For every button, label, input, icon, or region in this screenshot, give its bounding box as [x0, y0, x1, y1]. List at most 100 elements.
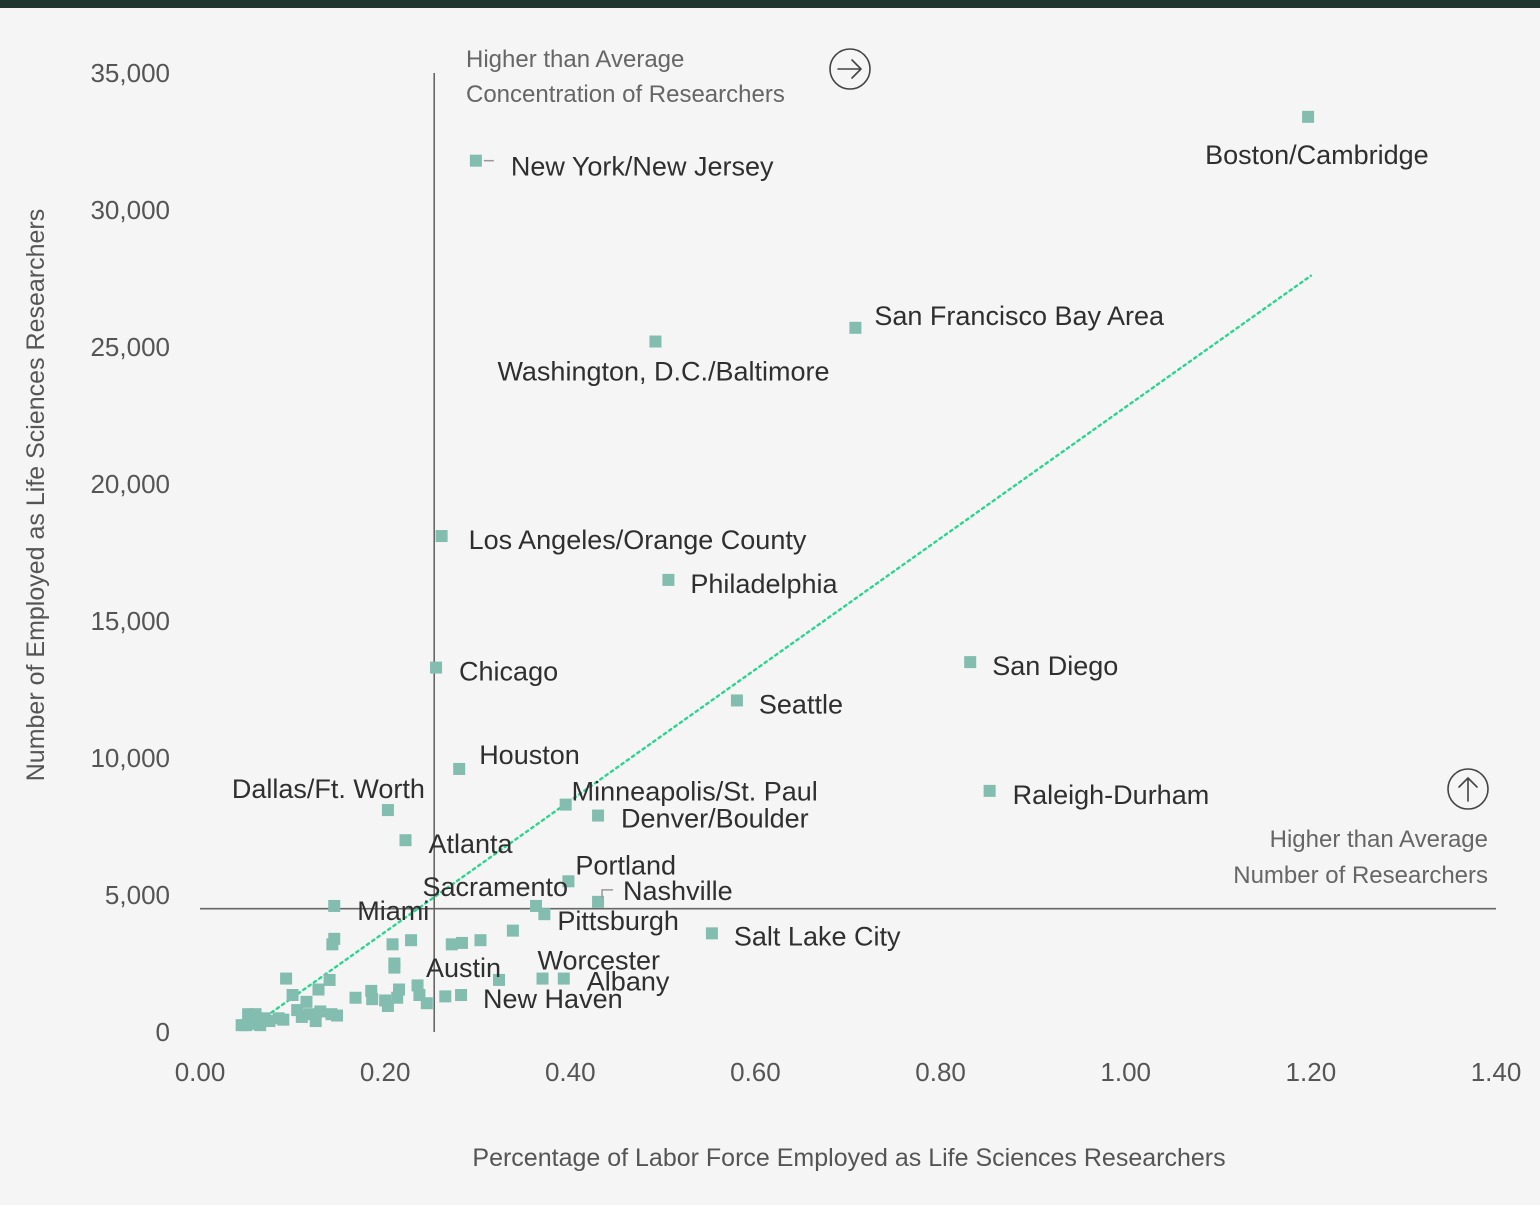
data-point-portland — [562, 875, 575, 888]
data-point — [280, 972, 293, 985]
point-label-atlanta: Atlanta — [429, 829, 514, 859]
data-point — [366, 993, 379, 1006]
concentration-note-line-1: Higher than Average — [466, 46, 684, 73]
data-point — [420, 997, 433, 1010]
top-border — [0, 0, 1540, 8]
y-tick-label: 10,000 — [90, 743, 170, 773]
data-point-philadelphia — [662, 573, 675, 586]
y-tick-label: 5,000 — [105, 880, 170, 910]
point-label-seattle: Seattle — [759, 689, 843, 719]
arrow-up-circle-icon — [1447, 768, 1489, 810]
data-point-new-haven — [455, 989, 468, 1002]
data-point — [295, 1010, 308, 1023]
data-point — [331, 1009, 344, 1022]
data-point-minneapolis-st-paul — [559, 798, 572, 811]
data-point — [309, 1015, 322, 1028]
data-point — [349, 991, 362, 1004]
data-point — [411, 979, 424, 992]
data-point — [254, 1019, 267, 1032]
data-point-nashville — [592, 895, 605, 908]
data-point — [386, 938, 399, 951]
point-label-new-haven: New Haven — [483, 984, 623, 1014]
point-label-worcester: Worcester — [538, 946, 661, 976]
data-point-boston-cambridge — [1302, 110, 1315, 123]
point-label-san-diego: San Diego — [992, 651, 1118, 681]
point-label-raleigh-durham: Raleigh-Durham — [1013, 780, 1210, 810]
data-point — [286, 989, 299, 1002]
trendline — [254, 274, 1313, 1025]
point-label-miami: Miami — [357, 896, 429, 926]
data-point — [314, 1005, 327, 1018]
point-label-washington-d-c-baltimore: Washington, D.C./Baltimore — [497, 357, 829, 387]
x-tick-label: 0.20 — [360, 1057, 411, 1087]
point-label-nashville: Nashville — [623, 876, 733, 906]
data-point-chicago — [430, 661, 443, 674]
data-point-salt-lake-city — [705, 927, 718, 940]
data-point — [393, 983, 406, 996]
x-tick-label: 0.60 — [730, 1057, 781, 1087]
y-tick-label: 30,000 — [90, 195, 170, 225]
data-point — [455, 936, 468, 949]
point-label-portland: Portland — [575, 850, 676, 880]
y-tick-label: 25,000 — [90, 332, 170, 362]
number-note-line-1: Higher than Average — [1270, 826, 1488, 853]
trendline-group — [254, 274, 1313, 1025]
data-point — [300, 995, 313, 1008]
data-point-houston — [453, 762, 466, 775]
data-point — [506, 924, 519, 937]
point-label-sacramento: Sacramento — [422, 872, 568, 902]
data-point — [277, 1013, 290, 1026]
y-tick-label: 35,000 — [90, 58, 170, 88]
labeled-points: Boston/Cambridge New York/New Jersey San F… — [232, 110, 1429, 1014]
x-tick-label: 0.00 — [175, 1057, 226, 1087]
point-label-new-york-new-jersey: New York/New Jersey — [511, 152, 774, 182]
data-point-pittsburgh — [538, 908, 551, 921]
x-tick-label: 0.80 — [915, 1057, 966, 1087]
point-label-austin: Austin — [426, 953, 501, 983]
point-label-houston: Houston — [479, 740, 580, 770]
point-label-albany: Albany — [587, 967, 670, 997]
annotations: Higher than Average Concentration of Rese… — [466, 46, 1489, 889]
x-tick-label: 1.20 — [1286, 1057, 1337, 1087]
point-label-san-francisco-bay-area: San Francisco Bay Area — [874, 301, 1165, 331]
label-leader-line — [601, 889, 614, 898]
data-point-washington-d-c-baltimore — [649, 335, 662, 348]
data-point-los-angeles-orange-county — [435, 530, 448, 543]
arrow-right-circle-icon — [829, 48, 871, 90]
x-tick-label: 1.40 — [1471, 1057, 1522, 1087]
data-point — [263, 1015, 276, 1028]
data-point-denver-boulder — [592, 809, 605, 822]
data-point — [249, 1008, 262, 1021]
concentration-note-line-2: Concentration of Researchers — [466, 81, 785, 108]
y-axis-ticks: 0 5,000 10,000 15,000 20,000 25,000 30,000 35,0… — [90, 58, 170, 1047]
data-point — [474, 934, 487, 947]
data-point-atlanta — [399, 834, 412, 847]
point-label-salt-lake-city: Salt Lake City — [734, 921, 901, 951]
data-point — [312, 983, 325, 996]
data-point-albany — [557, 972, 570, 985]
data-point-new-york-new-jersey — [469, 154, 482, 167]
y-tick-label: 0 — [156, 1017, 170, 1047]
data-point-san-francisco-bay-area — [849, 321, 862, 334]
x-tick-label: 1.00 — [1100, 1057, 1151, 1087]
y-tick-label: 15,000 — [90, 606, 170, 636]
data-point-austin — [493, 973, 506, 986]
data-point — [326, 938, 339, 951]
point-label-los-angeles-orange-county: Los Angeles/Orange County — [469, 525, 807, 555]
data-point-worcester — [536, 972, 549, 985]
data-point-dallas-ft-worth — [381, 804, 394, 817]
x-axis-ticks: 0.00 0.20 0.40 0.60 0.80 1.00 1.20 1.40 — [175, 1057, 1522, 1087]
point-label-minneapolis-st-paul: Minneapolis/St. Paul — [572, 777, 818, 807]
unlabeled-points — [235, 924, 519, 1032]
data-point — [445, 938, 458, 951]
data-point-san-diego — [964, 656, 977, 669]
y-tick-label: 20,000 — [90, 469, 170, 499]
point-label-boston-cambridge: Boston/Cambridge — [1205, 140, 1429, 170]
x-tick-label: 0.40 — [545, 1057, 596, 1087]
data-point-miami — [328, 899, 341, 912]
y-axis-title: Number of Employed as Life Sciences Rese… — [22, 209, 50, 782]
number-note-line-2: Number of Researchers — [1233, 862, 1488, 889]
data-point — [381, 999, 394, 1012]
